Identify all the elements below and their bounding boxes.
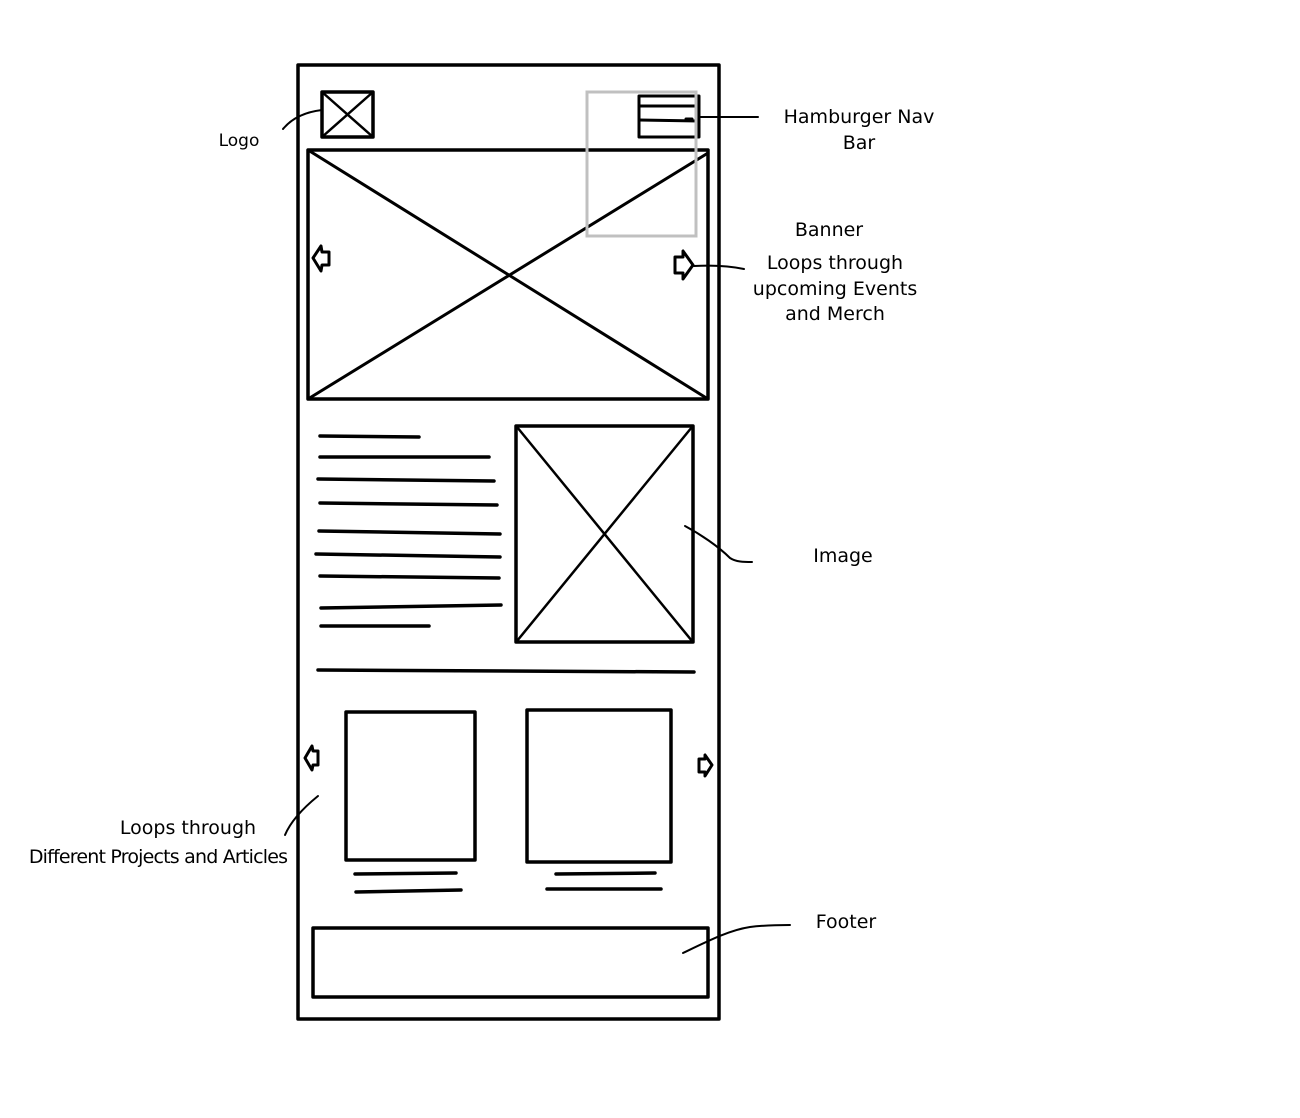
logo-leader-line	[282, 109, 323, 130]
carousel-card-1	[344, 710, 477, 862]
carousel-card-2	[525, 708, 673, 864]
banner-next-arrow-icon	[673, 249, 695, 281]
image-leader-line	[684, 525, 753, 563]
banner-placeholder	[306, 148, 710, 401]
banner-leader-line	[693, 264, 745, 270]
logo-placeholder	[320, 90, 375, 139]
image-placeholder	[514, 424, 695, 644]
banner-prev-arrow-icon	[311, 244, 331, 273]
card-2-caption-lines	[545, 871, 663, 891]
card-1-caption-lines	[353, 871, 463, 894]
logo-label: Logo	[218, 131, 260, 151]
carousel-description-line-1: Loops through	[119, 817, 257, 839]
hamburger-label-line-2: Bar	[842, 132, 876, 154]
carousel-description-line-2: Different Projects and Articles	[28, 846, 288, 868]
carousel-prev-arrow-icon	[303, 744, 320, 772]
footer-leader-line	[682, 924, 791, 954]
text-block-lines	[314, 434, 503, 628]
hamburger-menu-icon	[637, 94, 701, 139]
footer-label: Footer	[815, 911, 877, 933]
hamburger-label-line-1: Hamburger Nav	[783, 106, 935, 128]
section-divider	[316, 668, 696, 674]
carousel-next-arrow-icon	[697, 753, 714, 778]
banner-description-line-1: Loops through	[766, 252, 904, 274]
banner-title-label: Banner	[794, 219, 864, 241]
phone-frame	[296, 63, 721, 1021]
image-label: Image	[813, 545, 873, 567]
footer-placeholder	[311, 926, 710, 999]
banner-description-line-2: upcoming Events	[752, 278, 918, 300]
banner-description-line-3: and Merch	[785, 303, 885, 325]
carousel-leader-line	[284, 795, 319, 836]
highlight-box	[585, 90, 698, 238]
